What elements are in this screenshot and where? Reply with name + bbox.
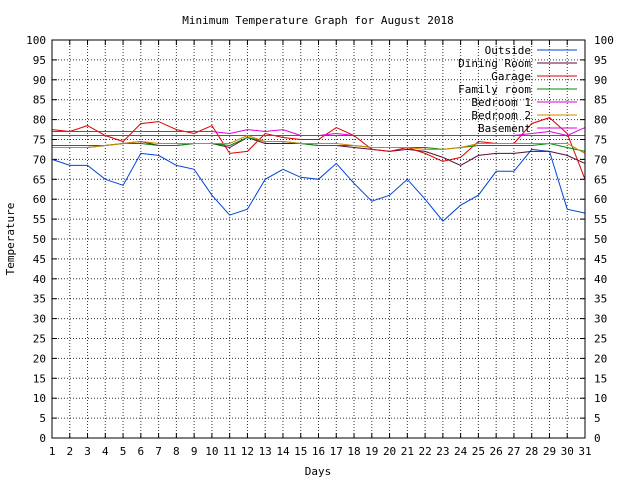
- x-tick-label: 23: [436, 445, 449, 458]
- y-tick-label: 55: [33, 213, 46, 226]
- y-tick-label: 35: [33, 293, 46, 306]
- y-tick-label-right: 85: [594, 94, 607, 107]
- x-tick-label: 16: [312, 445, 325, 458]
- series-line-family-room: [52, 136, 586, 152]
- x-tick-label: 2: [66, 445, 73, 458]
- x-tick-label: 6: [138, 445, 145, 458]
- y-tick-label-right: 10: [594, 392, 607, 405]
- series-line-outside: [51, 148, 586, 222]
- x-tick-label: 5: [120, 445, 127, 458]
- x-tick-label: 21: [401, 445, 414, 458]
- y-tick-label: 40: [33, 273, 46, 286]
- legend-label: Dining Room: [458, 57, 531, 70]
- y-axis-label: Temperature: [4, 203, 17, 276]
- y-tick-label: 75: [33, 134, 46, 147]
- y-tick-label-right: 100: [594, 34, 614, 47]
- y-tick-label: 100: [26, 34, 46, 47]
- chart-title: Minimum Temperature Graph for August 201…: [182, 14, 454, 27]
- legend-label: Garage: [491, 70, 531, 83]
- y-tick-label: 95: [33, 54, 46, 67]
- x-tick-label: 10: [205, 445, 218, 458]
- x-tick-label: 17: [330, 445, 343, 458]
- x-tick-label: 22: [418, 445, 431, 458]
- y-tick-label: 45: [33, 253, 46, 266]
- y-tick-label-right: 90: [594, 74, 607, 87]
- x-tick-label: 20: [383, 445, 396, 458]
- y-tick-label: 10: [33, 392, 46, 405]
- y-tick-label: 80: [33, 114, 46, 127]
- y-tick-label-right: 65: [594, 173, 607, 186]
- y-tick-label: 20: [33, 352, 46, 365]
- x-tick-label: 8: [173, 445, 180, 458]
- series-lines: [51, 117, 586, 222]
- x-tick-label: 19: [365, 445, 378, 458]
- x-tick-label: 7: [155, 445, 162, 458]
- y-tick-label-right: 70: [594, 153, 607, 166]
- y-tick-label-right: 60: [594, 193, 607, 206]
- legend-label: Outside: [485, 44, 531, 57]
- x-tick-label: 14: [276, 445, 290, 458]
- y-tick-label-right: 55: [594, 213, 607, 226]
- series-line-basement: [52, 127, 586, 137]
- y-tick-label-right: 80: [594, 114, 607, 127]
- y-tick-label-right: 5: [594, 412, 601, 425]
- x-axis-label: Days: [305, 465, 332, 478]
- y-tick-label: 60: [33, 193, 46, 206]
- y-tick-label: 90: [33, 74, 46, 87]
- x-tick-label: 9: [191, 445, 198, 458]
- y-tick-label-right: 30: [594, 313, 607, 326]
- legend-label: Bedroom 1: [471, 96, 531, 109]
- y-tick-label-right: 0: [594, 432, 601, 445]
- y-tick-label-right: 15: [594, 372, 607, 385]
- x-tick-label: 15: [294, 445, 307, 458]
- x-tick-label: 28: [525, 445, 538, 458]
- y-tick-label-right: 25: [594, 333, 607, 346]
- x-tick-label: 31: [578, 445, 591, 458]
- y-tick-label-right: 20: [594, 352, 607, 365]
- x-tick-label: 1: [49, 445, 56, 458]
- y-tick-label-right: 40: [594, 273, 607, 286]
- x-tick-label: 29: [543, 445, 556, 458]
- x-tick-label: 11: [223, 445, 236, 458]
- series-line-bedroom-2: [52, 134, 586, 154]
- y-tick-label-right: 50: [594, 233, 607, 246]
- y-tick-label: 0: [39, 432, 46, 445]
- x-tick-label: 18: [347, 445, 360, 458]
- legend-label: Basement: [478, 122, 531, 135]
- x-tick-label: 13: [259, 445, 272, 458]
- y-tick-label: 85: [33, 94, 46, 107]
- x-tick-label: 30: [561, 445, 574, 458]
- grid-lines: [52, 40, 585, 438]
- x-tick-label: 4: [102, 445, 109, 458]
- y-tick-label-right: 95: [594, 54, 607, 67]
- y-tick-label: 70: [33, 153, 46, 166]
- x-tick-label: 3: [84, 445, 91, 458]
- x-tick-label: 25: [472, 445, 485, 458]
- legend-label: Bedroom 2: [471, 109, 531, 122]
- y-tick-label: 5: [39, 412, 46, 425]
- y-tick-label: 50: [33, 233, 46, 246]
- x-tick-label: 12: [241, 445, 254, 458]
- x-tick-label: 27: [507, 445, 520, 458]
- y-tick-label: 30: [33, 313, 46, 326]
- x-tick-label: 26: [490, 445, 503, 458]
- y-tick-label: 65: [33, 173, 46, 186]
- y-tick-label-right: 45: [594, 253, 607, 266]
- legend-label: Family room: [458, 83, 531, 96]
- y-tick-label: 15: [33, 372, 46, 385]
- x-tick-label: 24: [454, 445, 468, 458]
- plot-frame: [51, 39, 586, 439]
- y-tick-label-right: 35: [594, 293, 607, 306]
- y-tick-label-right: 75: [594, 134, 607, 147]
- y-tick-label: 25: [33, 333, 46, 346]
